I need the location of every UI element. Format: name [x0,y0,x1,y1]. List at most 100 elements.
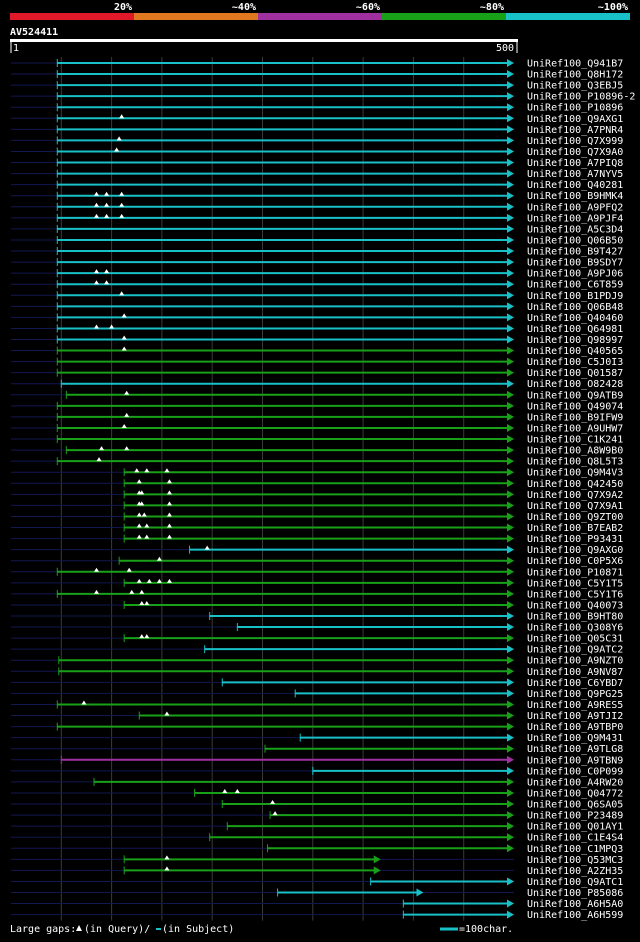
hit-label[interactable]: UniRef100_Q06B48 [527,302,623,313]
hit-row[interactable]: UniRef100_Q8L5T3 [11,457,623,468]
hit-label[interactable]: UniRef100_Q8L5T3 [527,457,623,468]
hit-row[interactable]: UniRef100_Q40281 [11,180,623,191]
hit-label[interactable]: UniRef100_B1PDJ9 [527,291,623,302]
hit-row[interactable]: UniRef100_P10871 [11,567,623,578]
hit-row[interactable]: UniRef100_A9NV87 [11,667,623,678]
hit-label[interactable]: UniRef100_C0P5X6 [527,556,623,567]
hit-row[interactable]: UniRef100_P10896-2 [11,92,635,103]
hit-label[interactable]: UniRef100_A7NYV5 [527,169,623,180]
hit-row[interactable]: UniRef100_Q9AXG0 [11,545,623,556]
hit-label[interactable]: UniRef100_A9PJ06 [527,269,623,280]
hit-row[interactable]: UniRef100_P93431 [11,534,623,545]
hit-label[interactable]: UniRef100_P10896 [527,103,623,114]
hit-row[interactable]: UniRef100_A8W9B0 [11,446,623,457]
hit-label[interactable]: UniRef100_Q40565 [527,346,623,357]
hit-row[interactable]: UniRef100_Q01AY1 [11,822,623,833]
hit-row[interactable]: UniRef100_Q3EBJ5 [11,81,623,92]
hit-row[interactable]: UniRef100_Q9ATB9 [11,390,623,401]
hit-label[interactable]: UniRef100_B9SDY7 [527,258,623,269]
hit-label[interactable]: UniRef100_A9RES5 [527,700,623,711]
hit-label[interactable]: UniRef100_Q01AY1 [527,822,623,833]
hit-label[interactable]: UniRef100_Q04772 [527,788,623,799]
hit-label[interactable]: UniRef100_A4RW20 [527,777,623,788]
hit-label[interactable]: UniRef100_A9PJF4 [527,213,623,224]
hit-label[interactable]: UniRef100_C1K241 [527,435,623,446]
hit-label[interactable]: UniRef100_Q7X9A0 [527,147,623,158]
hit-label[interactable]: UniRef100_Q40281 [527,180,623,191]
hit-label[interactable]: UniRef100_Q8H172 [527,70,623,81]
hit-row[interactable]: UniRef100_B9SDY7 [11,258,623,269]
hit-row[interactable]: UniRef100_B9IFW9 [11,412,623,423]
hit-label[interactable]: UniRef100_A6H599 [527,910,623,921]
hit-row[interactable]: UniRef100_A9TLG8 [11,744,623,755]
hit-row[interactable]: UniRef100_Q9ATC2 [11,645,623,656]
hit-label[interactable]: UniRef100_Q7X9A1 [527,501,623,512]
hit-row[interactable]: UniRef100_A5C3D4 [11,224,623,235]
hit-label[interactable]: UniRef100_C6T859 [527,280,623,291]
hit-row[interactable]: UniRef100_C5Y1T5 [11,578,623,589]
hit-row[interactable]: UniRef100_Q941B7 [11,59,623,70]
hit-label[interactable]: UniRef100_C0P099 [527,766,623,777]
hit-label[interactable]: UniRef100_Q941B7 [527,59,623,70]
hit-row[interactable]: UniRef100_A6H5A0 [11,899,623,910]
hit-label[interactable]: UniRef100_A9PFQ2 [527,202,623,213]
hit-label[interactable]: UniRef100_Q9PG25 [527,689,623,700]
hit-row[interactable]: UniRef100_Q06B50 [11,235,623,246]
hit-label[interactable]: UniRef100_Q01587 [527,368,623,379]
hit-label[interactable]: UniRef100_B9T427 [527,247,623,258]
hit-row[interactable]: UniRef100_Q8H172 [11,70,623,81]
hit-label[interactable]: UniRef100_A9TBN9 [527,755,623,766]
hit-label[interactable]: UniRef100_C6YBD7 [527,678,623,689]
hit-label[interactable]: UniRef100_P10871 [527,567,623,578]
hit-label[interactable]: UniRef100_P85086 [527,888,623,899]
hit-label[interactable]: UniRef100_C5Y1T6 [527,589,623,600]
hit-label[interactable]: UniRef100_C5J0I3 [527,357,623,368]
hit-row[interactable]: UniRef100_A6H599 [11,910,623,921]
hit-label[interactable]: UniRef100_A2ZH35 [527,866,623,877]
hit-row[interactable]: UniRef100_C0P099 [11,766,623,777]
hit-label[interactable]: UniRef100_A9TJI2 [527,711,623,722]
hit-label[interactable]: UniRef100_Q9AXG1 [527,114,623,125]
hit-row[interactable]: UniRef100_Q9ZT00 [11,512,623,523]
hit-row[interactable]: UniRef100_B7EAB2 [11,523,623,534]
hit-row[interactable]: UniRef100_A9TBN9 [11,755,623,766]
hit-label[interactable]: UniRef100_B9HMK4 [527,191,623,202]
hit-row[interactable]: UniRef100_C1MPQ3 [11,844,623,855]
hit-row[interactable]: UniRef100_A9TJI2 [11,711,623,722]
hit-label[interactable]: UniRef100_A7PIQ8 [527,158,623,169]
hit-row[interactable]: UniRef100_Q7X9A1 [11,501,623,512]
hit-row[interactable]: UniRef100_Q64981 [11,324,623,335]
hit-label[interactable]: UniRef100_Q9ATC1 [527,877,623,888]
hit-row[interactable]: UniRef100_Q40073 [11,600,623,611]
hit-row[interactable]: UniRef100_Q49074 [11,401,623,412]
hit-label[interactable]: UniRef100_A9UHW7 [527,423,623,434]
hit-label[interactable]: UniRef100_P10896-2 [527,92,635,103]
hit-row[interactable]: UniRef100_O82428 [11,379,623,390]
hit-row[interactable]: UniRef100_Q9AXG1 [11,114,623,125]
hit-row[interactable]: UniRef100_Q42450 [11,479,623,490]
hit-label[interactable]: UniRef100_A9TBP0 [527,722,623,733]
hit-label[interactable]: UniRef100_A8W9B0 [527,446,623,457]
hit-row[interactable]: UniRef100_A2ZH35 [11,866,623,877]
hit-row[interactable]: UniRef100_P85086 [11,888,623,899]
hit-row[interactable]: UniRef100_C5Y1T6 [11,589,623,600]
hit-row[interactable]: UniRef100_B9T427 [11,247,623,258]
hit-row[interactable]: UniRef100_C0P5X6 [11,556,623,567]
hit-label[interactable]: UniRef100_C5Y1T5 [527,578,623,589]
hit-label[interactable]: UniRef100_Q9M4V3 [527,468,623,479]
hit-row[interactable]: UniRef100_A7PNR4 [11,125,623,136]
hit-label[interactable]: UniRef100_Q40460 [527,313,623,324]
hit-row[interactable]: UniRef100_A9PFQ2 [11,202,623,213]
hit-row[interactable]: UniRef100_C5J0I3 [11,357,623,368]
hit-row[interactable]: UniRef100_Q53MC3 [11,855,623,866]
hit-label[interactable]: UniRef100_Q49074 [527,401,623,412]
hit-label[interactable]: UniRef100_C1E4S4 [527,833,623,844]
hit-row[interactable]: UniRef100_Q98997 [11,335,623,346]
hit-row[interactable]: UniRef100_A9UHW7 [11,423,623,434]
hit-row[interactable]: UniRef100_A9TBP0 [11,722,623,733]
hit-row[interactable]: UniRef100_Q40460 [11,313,623,324]
hit-row[interactable]: UniRef100_A7PIQ8 [11,158,623,169]
hit-row[interactable]: UniRef100_Q7X9A0 [11,147,623,158]
hit-row[interactable]: UniRef100_C6YBD7 [11,678,623,689]
hit-label[interactable]: UniRef100_Q05C31 [527,634,623,645]
